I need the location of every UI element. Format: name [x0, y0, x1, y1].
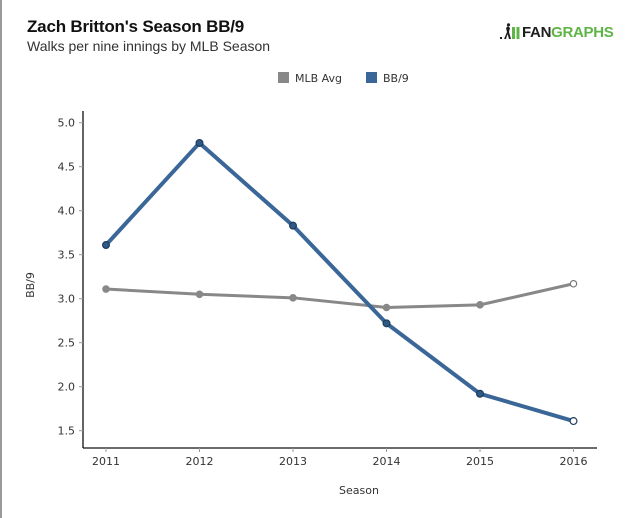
legend-swatch-bb9	[366, 72, 377, 83]
data-point-bb-9-2016	[569, 417, 578, 426]
y-tick-label: 1.5	[58, 425, 76, 438]
data-point-mlb-avg-2015	[476, 301, 484, 309]
chart-title: Zach Britton's Season BB/9	[27, 17, 245, 36]
series-layer	[101, 138, 578, 426]
logo-fan-text: FAN	[522, 23, 552, 41]
legend: MLB Avg BB/9	[278, 72, 409, 85]
data-point-bb-9-2011	[101, 241, 110, 250]
fangraphs-player-icon	[500, 23, 520, 39]
series-mlb-avg	[102, 279, 578, 312]
data-point-bb-9-2012	[195, 138, 204, 147]
data-point-mlb-avg-2012	[195, 290, 204, 299]
legend-item-bb9[interactable]: BB/9	[366, 72, 409, 85]
series-bb-9	[101, 138, 578, 426]
x-tick-label: 2013	[279, 455, 307, 468]
axes: 1.5 2.0 2.5 3.0 3.5 4.0 4.5 5.0 2011 2012 2013 2014…	[58, 111, 597, 468]
logo-graphs-text: GRAPHS	[551, 23, 614, 41]
legend-item-mlb-avg[interactable]: MLB Avg	[278, 72, 342, 85]
x-axis-label: Season	[339, 484, 379, 497]
legend-label-mlb-avg: MLB Avg	[295, 72, 342, 85]
legend-label-bb9: BB/9	[383, 72, 409, 85]
y-axis-label: BB/9	[24, 272, 37, 298]
y-tick-label: 3.5	[58, 249, 76, 262]
data-point-mlb-avg-2014	[382, 303, 391, 312]
data-point-bb-9-2014	[382, 319, 391, 328]
x-tick-label: 2011	[92, 455, 120, 468]
series-line-mlb-avg	[104, 282, 575, 309]
fangraphs-logo[interactable]: FAN GRAPHS	[500, 22, 614, 42]
left-border	[0, 0, 2, 518]
chart-subtitle: Walks per nine innings by MLB Season	[27, 38, 271, 54]
x-tick-label: 2012	[186, 455, 214, 468]
data-point-bb-9-2015	[476, 389, 485, 398]
legend-swatch-mlb-avg	[278, 72, 289, 83]
x-tick-label: 2016	[560, 455, 588, 468]
data-point-mlb-avg-2016	[569, 279, 578, 288]
data-point-mlb-avg-2011	[102, 285, 110, 293]
y-tick-label: 2.0	[58, 381, 76, 394]
y-tick-label: 3.0	[58, 293, 76, 306]
x-tick-label: 2014	[373, 455, 401, 468]
y-tick-label: 2.5	[58, 337, 76, 350]
data-point-bb-9-2013	[289, 221, 298, 230]
y-tick-label: 4.0	[58, 205, 76, 218]
series-line-bb-9	[104, 140, 576, 424]
x-tick-label: 2015	[466, 455, 494, 468]
data-point-mlb-avg-2013	[289, 294, 297, 302]
y-tick-label: 4.5	[58, 161, 76, 174]
y-tick-label: 5.0	[58, 117, 76, 130]
